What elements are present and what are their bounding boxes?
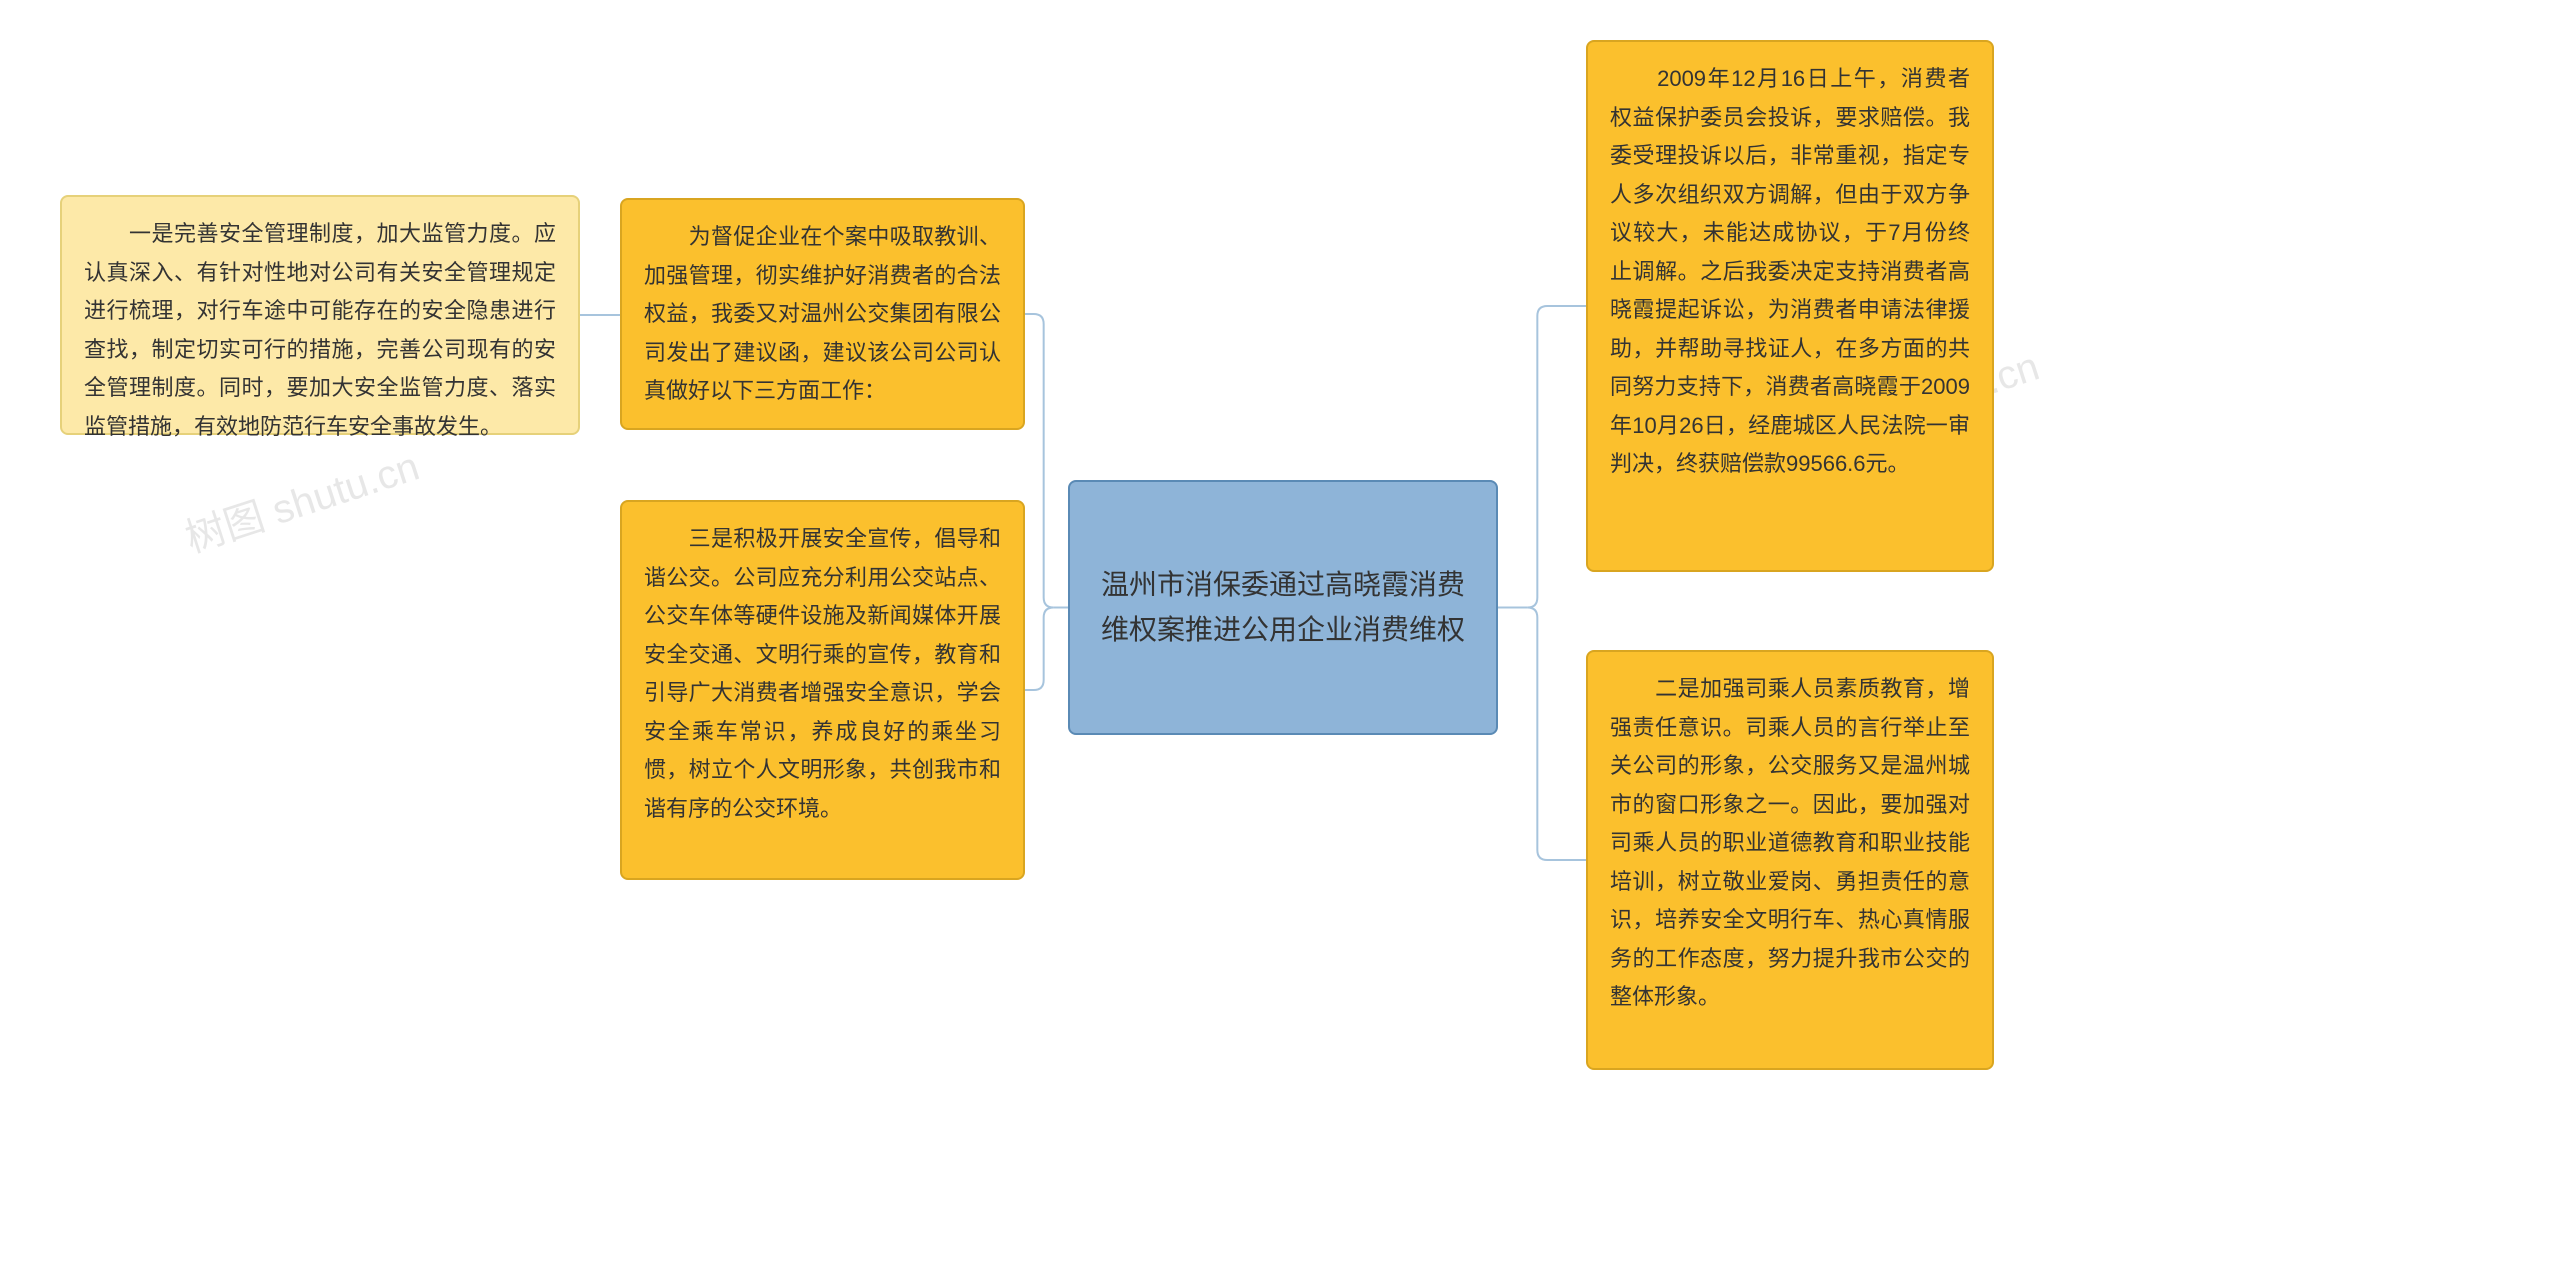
node-right-bottom: 二是加强司乘人员素质教育，增强责任意识。司乘人员的言行举止至关公司的形象，公交服… bbox=[1586, 650, 1994, 1070]
node-left-bottom: 三是积极开展安全宣传，倡导和谐公交。公司应充分利用公交站点、公交车体等硬件设施及… bbox=[620, 500, 1025, 880]
center-node: 温州市消保委通过高晓霞消费维权案推进公用企业消费维权 bbox=[1068, 480, 1498, 735]
node-right-top: 2009年12月16日上午，消费者权益保护委员会投诉，要求赔偿。我委受理投诉以后… bbox=[1586, 40, 1994, 572]
center-node-text: 温州市消保委通过高晓霞消费维权案推进公用企业消费维权 bbox=[1092, 563, 1474, 653]
node-left-top: 为督促企业在个案中吸取教训、加强管理，彻实维护好消费者的合法权益，我委又对温州公… bbox=[620, 198, 1025, 430]
watermark-1: 树图 shutu.cn bbox=[177, 434, 425, 564]
node-far-left: 一是完善安全管理制度，加大监管力度。应认真深入、有针对性地对公司有关安全管理规定… bbox=[60, 195, 580, 435]
